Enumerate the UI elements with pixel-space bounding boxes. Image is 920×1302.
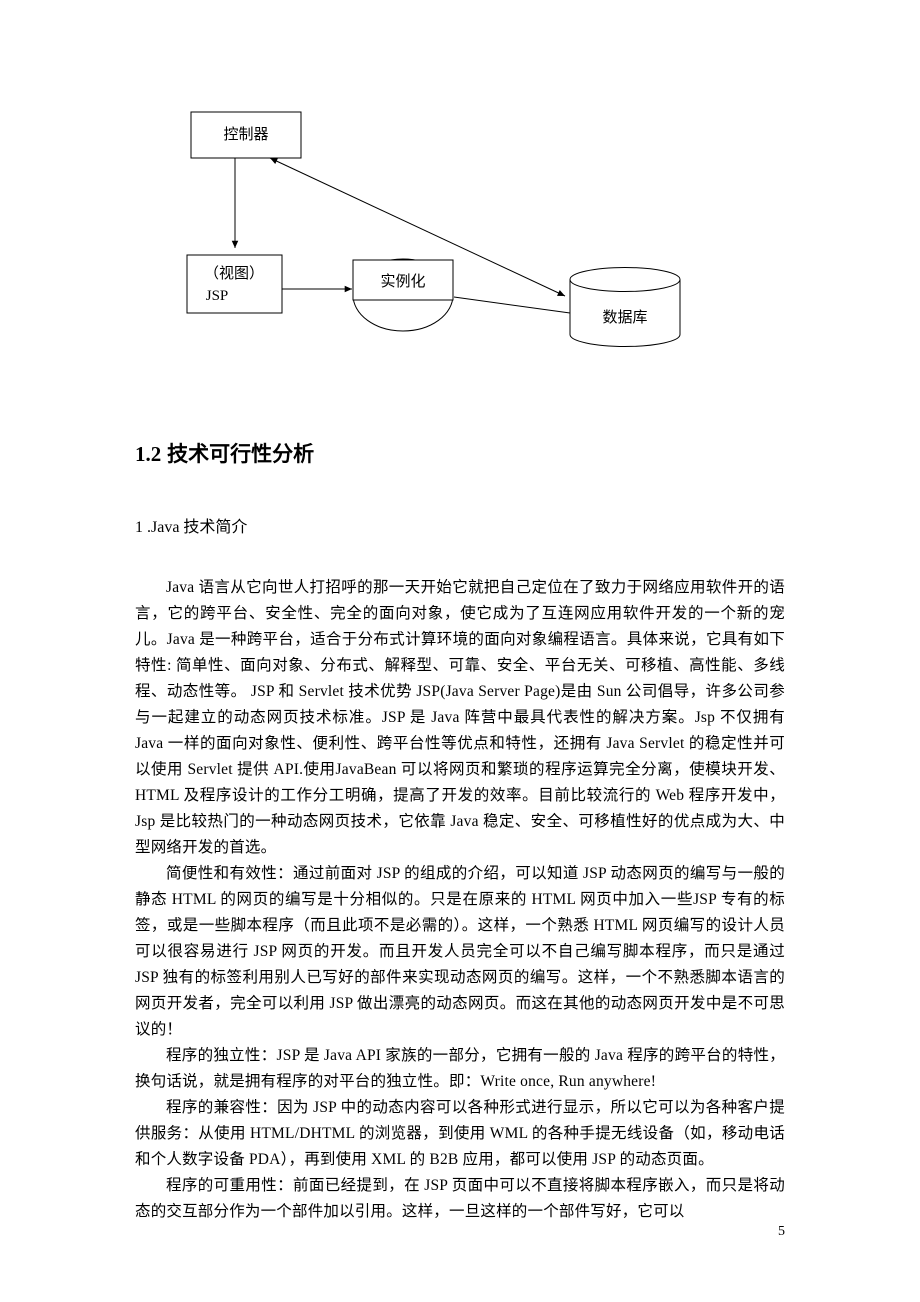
architecture-diagram: 控制器 （视图） JSP 实例化数据库: [135, 100, 785, 390]
paragraph: 简便性和有效性：通过前面对 JSP 的组成的介绍，可以知道 JSP 动态网页的编…: [135, 861, 785, 1043]
section-heading: 1.2 技术可行性分析: [135, 438, 785, 468]
body-text: Java 语言从它向世人打招呼的那一天开始它就把自己定位在了致力于网络应用软件开…: [135, 575, 785, 1225]
svg-text:数据库: 数据库: [602, 309, 647, 326]
paragraph: 程序的可重用性：前面已经提到，在 JSP 页面中可以不直接将脚本程序嵌入，而只是…: [135, 1173, 785, 1225]
svg-text:JSP: JSP: [206, 288, 229, 304]
subsection-heading: 1 .Java 技术简介: [135, 513, 785, 537]
svg-text:（视图）: （视图）: [204, 265, 264, 282]
paragraph: 程序的独立性：JSP 是 Java API 家族的一部分，它拥有一般的 Java…: [135, 1043, 785, 1095]
section-number: 1.2: [135, 442, 161, 466]
diagram-svg: 控制器 （视图） JSP 实例化数据库: [135, 100, 785, 390]
svg-text:实例化: 实例化: [380, 273, 425, 290]
page-number: 5: [778, 1224, 785, 1240]
section-title: 技术可行性分析: [167, 443, 314, 466]
paragraph: 程序的兼容性：因为 JSP 中的动态内容可以各种形式进行显示，所以它可以为各种客…: [135, 1095, 785, 1173]
paragraph: Java 语言从它向世人打招呼的那一天开始它就把自己定位在了致力于网络应用软件开…: [135, 575, 785, 861]
svg-text:控制器: 控制器: [223, 126, 268, 143]
